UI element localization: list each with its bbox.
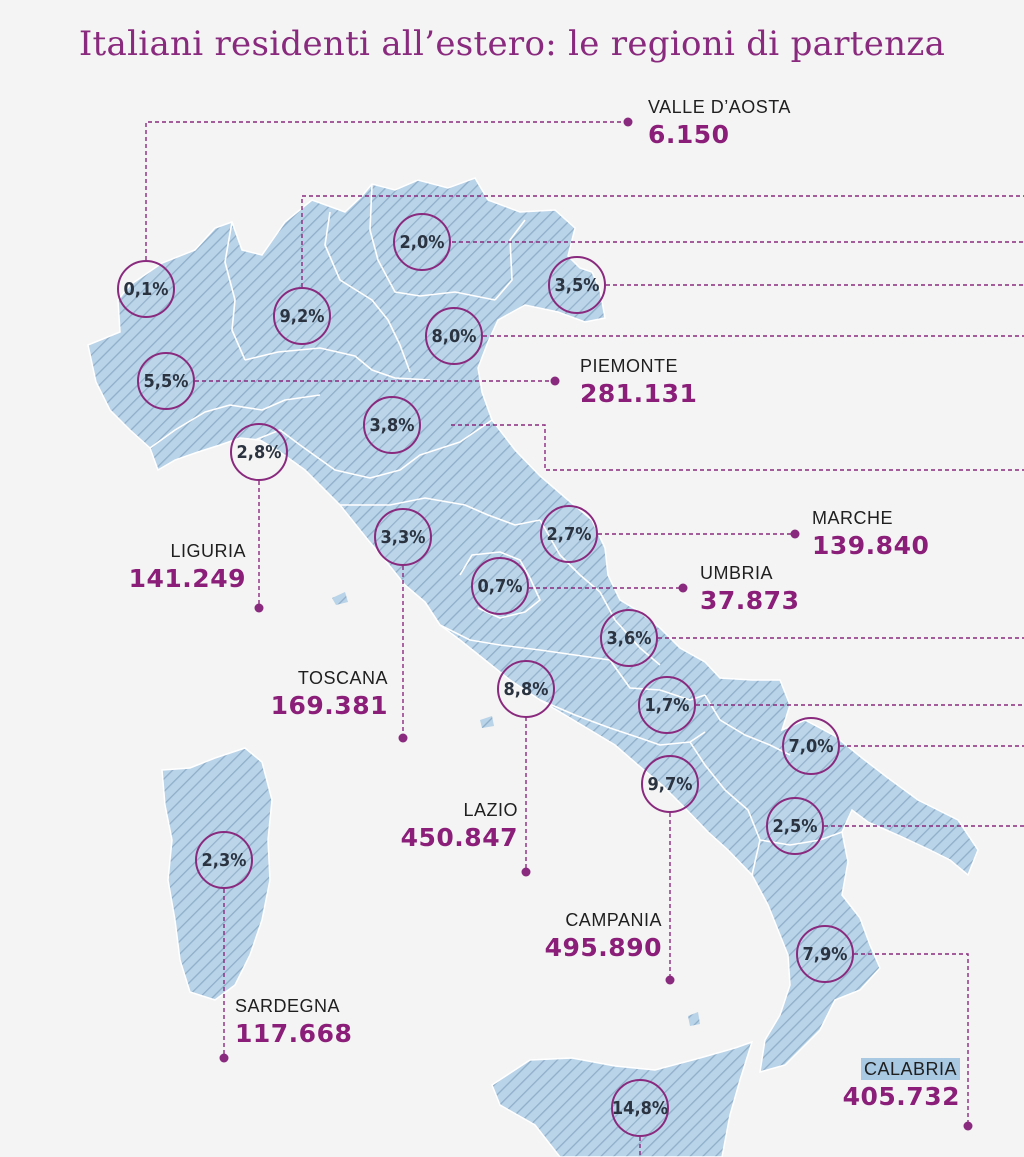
label-umbria: UMBRIA 37.873 — [700, 563, 799, 615]
region-name: VALLE D’AOSTA — [648, 97, 791, 117]
label-campania: CAMPANIA 495.890 — [510, 910, 662, 962]
highlighted-region-name: CALABRIA — [860, 1058, 960, 1080]
region-value: 139.840 — [812, 531, 930, 560]
pct-badge-sardegna: 2,3% — [195, 831, 253, 889]
pct-badge-valle-daosta: 0,1% — [117, 260, 175, 318]
label-marche: MARCHE 139.840 — [812, 508, 929, 560]
pct-badge-lazio: 8,8% — [497, 660, 555, 718]
pct-badge-liguria: 2,8% — [230, 423, 288, 481]
region-value: 281.131 — [580, 379, 698, 408]
pct-badge-friuli: 3,5% — [548, 256, 606, 314]
region-value: 6.150 — [648, 120, 730, 149]
pct-badge-lombardia: 9,2% — [273, 287, 331, 345]
pct-badge-marche: 2,7% — [540, 505, 598, 563]
pct-badge-umbria: 0,7% — [471, 557, 529, 615]
label-piemonte: PIEMONTE 281.131 — [580, 356, 697, 408]
region-name: LAZIO — [463, 800, 518, 820]
region-value: 495.890 — [544, 933, 662, 962]
pct-badge-calabria: 7,9% — [796, 925, 854, 983]
region-value: 450.847 — [400, 823, 518, 852]
pct-badge-toscana: 3,3% — [374, 508, 432, 566]
pct-badge-veneto: 8,0% — [425, 307, 483, 365]
region-name: PIEMONTE — [580, 356, 679, 376]
pct-badge-emilia: 3,8% — [363, 396, 421, 454]
label-valle-daosta: VALLE D’AOSTA 6.150 — [648, 97, 791, 149]
region-name: MARCHE — [812, 508, 894, 528]
region-value: 405.732 — [842, 1082, 960, 1111]
pct-badge-piemonte: 5,5% — [137, 352, 195, 410]
label-calabria: CALABRIA 405.732 — [810, 1058, 960, 1111]
region-name: LIGURIA — [170, 541, 246, 561]
region-name: UMBRIA — [700, 563, 774, 583]
region-value: 169.381 — [270, 691, 388, 720]
label-liguria: LIGURIA 141.249 — [100, 541, 246, 593]
region-name: CALABRIA — [810, 1058, 960, 1080]
label-sardegna: SARDEGNA 117.668 — [235, 996, 352, 1048]
pct-badge-campania: 9,7% — [641, 755, 699, 813]
pct-badge-abruzzo: 3,6% — [600, 609, 658, 667]
label-toscana: TOSCANA 169.381 — [240, 668, 388, 720]
region-name: CAMPANIA — [565, 910, 662, 930]
region-name: TOSCANA — [297, 668, 388, 688]
region-value: 141.249 — [128, 564, 246, 593]
pct-badge-basilicata: 2,5% — [766, 797, 824, 855]
label-lazio: LAZIO 450.847 — [370, 800, 518, 852]
region-name: SARDEGNA — [235, 996, 341, 1016]
page-title: Italiani residenti all’estero: le region… — [78, 24, 946, 64]
pct-badge-trentino: 2,0% — [393, 213, 451, 271]
region-value: 37.873 — [700, 586, 800, 615]
pct-badge-sicilia: 14,8% — [611, 1079, 669, 1137]
region-value: 117.668 — [235, 1019, 353, 1048]
pct-badge-puglia: 7,0% — [782, 717, 840, 775]
pct-badge-molise: 1,7% — [638, 676, 696, 734]
